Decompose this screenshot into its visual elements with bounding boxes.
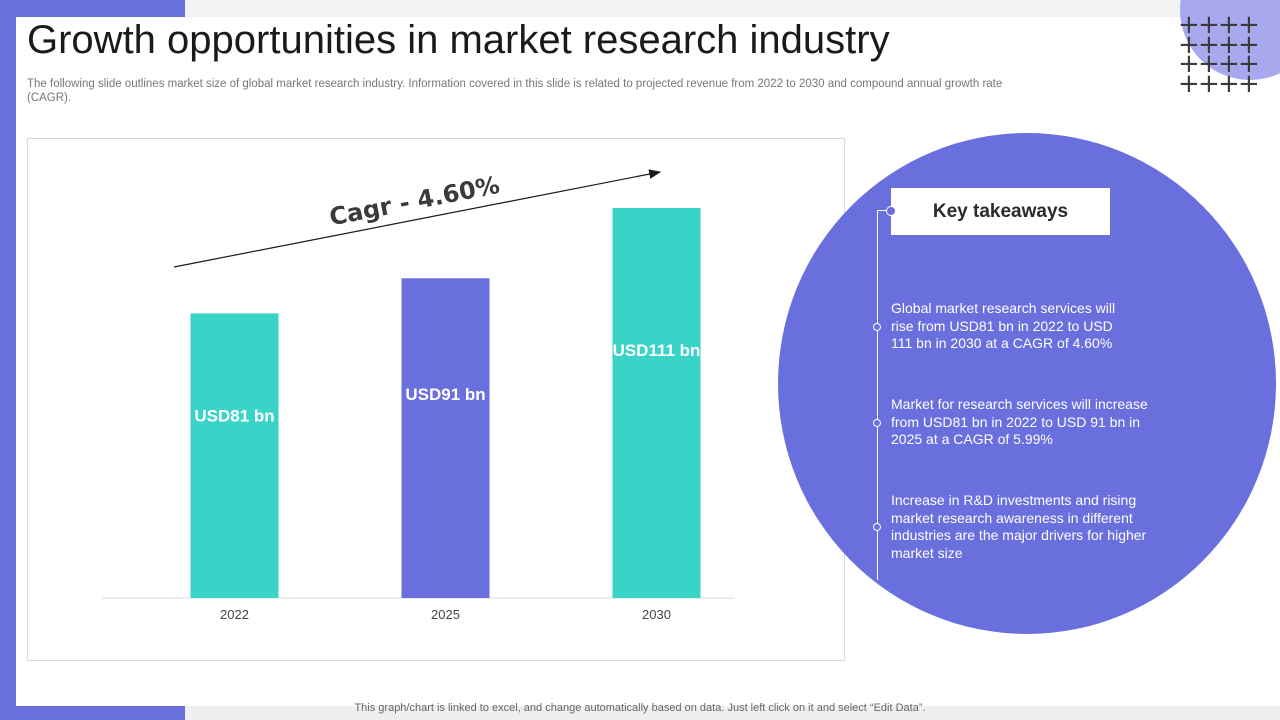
bottom-strip <box>0 706 1280 720</box>
key-takeaways-dot <box>886 206 896 216</box>
plus-icon: + <box>1178 29 1200 60</box>
plus-icon: + <box>1198 49 1220 79</box>
plus-icon: + <box>1238 29 1260 60</box>
plus-icon: + <box>1218 49 1240 79</box>
timeline-tick <box>877 210 891 211</box>
cagr-label: Cagr - 4.60% <box>327 171 502 231</box>
footer-note: This graph/chart is linked to excel, and… <box>354 702 926 714</box>
timeline-line <box>877 210 878 580</box>
bar-chart: Cagr - 4.60% USD81 bn 2022 USD91 bn 2025 USD… <box>102 169 734 622</box>
plus-icon: + <box>1238 49 1260 79</box>
plus-icon: + <box>1218 68 1240 99</box>
plus-pattern: + + + + + + + + + + + + + + + + <box>1178 10 1262 99</box>
plus-icon: + <box>1178 10 1200 40</box>
key-takeaways-box: Key takeaways <box>891 188 1110 235</box>
x-tick-label: 2022 <box>220 607 249 622</box>
timeline-dot <box>873 419 881 427</box>
plus-icon: + <box>1218 29 1240 60</box>
bar-2022[interactable] <box>190 313 279 598</box>
bar-value-label: USD111 bn <box>613 341 701 360</box>
page-subtitle: The following slide outlines market size… <box>27 78 1003 104</box>
takeaway-item-2: Market for research services will increa… <box>891 396 1148 447</box>
x-tick-label: 2025 <box>431 607 460 622</box>
takeaway-item-3: Increase in R&D investments and rising m… <box>891 492 1147 561</box>
plus-icon: + <box>1238 10 1260 40</box>
plus-icon: + <box>1198 68 1220 99</box>
plus-icon: + <box>1178 68 1200 99</box>
bar-2025[interactable] <box>401 278 490 598</box>
bottom-accent-bar <box>0 706 185 720</box>
takeaway-item-1: Global market research services will ris… <box>891 300 1116 351</box>
top-strip <box>185 0 1280 17</box>
plus-icon: + <box>1178 49 1200 79</box>
bar-2030[interactable] <box>612 208 701 598</box>
page-title: Growth opportunities in market research … <box>27 18 890 62</box>
timeline-dot <box>873 523 881 531</box>
plus-icon: + <box>1238 68 1260 99</box>
bar-value-label: USD91 bn <box>405 385 485 404</box>
chart-container[interactable]: Cagr - 4.60% USD81 bn 2022 USD91 bn 2025 USD… <box>27 138 845 661</box>
plus-icon: + <box>1198 10 1220 40</box>
plus-icon: + <box>1198 29 1220 60</box>
bar-value-label: USD81 bn <box>194 407 274 426</box>
top-accent-bar <box>0 0 185 17</box>
timeline-dot <box>873 323 881 331</box>
cagr-arrow <box>173 169 662 268</box>
plus-icon: + <box>1218 10 1240 40</box>
left-accent-bar <box>0 0 16 720</box>
key-takeaways-title: Key takeaways <box>932 200 1069 222</box>
x-tick-label: 2030 <box>642 607 671 622</box>
